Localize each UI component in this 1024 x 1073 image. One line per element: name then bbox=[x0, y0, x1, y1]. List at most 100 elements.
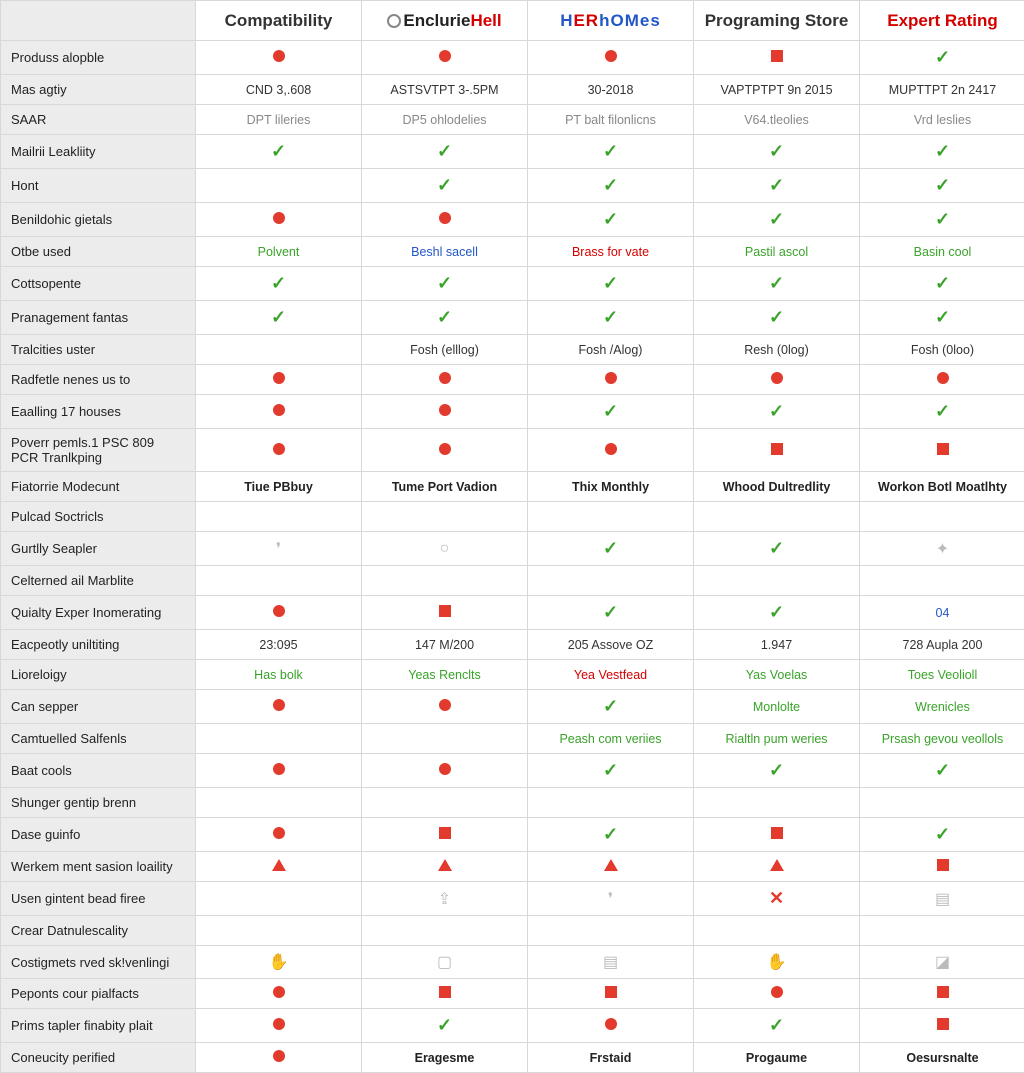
cell: Oesursnalte bbox=[860, 1043, 1024, 1073]
table-row: Prims tapler finabity plait✓✓ bbox=[1, 1009, 1024, 1043]
dot-red-icon bbox=[439, 404, 451, 416]
table-row: Usen gintent bead firee⇪❜✕▤ bbox=[1, 882, 1024, 916]
row-label: Mailrii Leakliity bbox=[1, 135, 196, 169]
table-row: Gurtlly Seapler❜○✓✓✦ bbox=[1, 532, 1024, 566]
cell bbox=[362, 365, 528, 395]
cell-text: Tiue PBbuy bbox=[244, 480, 313, 494]
check-icon: ✓ bbox=[769, 602, 784, 622]
cell-text: Prsash gevou veollols bbox=[882, 732, 1004, 746]
cell-text: Beshl sacell bbox=[411, 245, 478, 259]
cell: ✓ bbox=[694, 301, 860, 335]
cell bbox=[528, 429, 694, 472]
cell-text: V64.tleolies bbox=[744, 113, 809, 127]
cell-text: Monlolte bbox=[753, 700, 800, 714]
check-icon: ✓ bbox=[769, 538, 784, 558]
cell-text: DPT lileries bbox=[247, 113, 311, 127]
check-icon: ✓ bbox=[935, 824, 950, 844]
cell-text: Vrd leslies bbox=[914, 113, 971, 127]
triangle-red-icon bbox=[272, 859, 286, 871]
cell: ✓ bbox=[528, 267, 694, 301]
glyph-icon: ❜ bbox=[276, 541, 281, 558]
dot-red-icon bbox=[605, 372, 617, 384]
cell: ✓ bbox=[694, 203, 860, 237]
hand-icon: ✋ bbox=[269, 954, 289, 971]
cell bbox=[362, 690, 528, 724]
cell bbox=[694, 979, 860, 1009]
cell: ✓ bbox=[860, 203, 1024, 237]
cell bbox=[860, 566, 1024, 596]
cell bbox=[362, 596, 528, 630]
check-icon: ✓ bbox=[769, 209, 784, 229]
cell-text: Whood Dultredlity bbox=[723, 480, 831, 494]
cell-text: VAPTPTPT 9n 2015 bbox=[720, 83, 832, 97]
table-row: Eaalling 17 houses✓✓✓ bbox=[1, 395, 1024, 429]
row-label: Usen gintent bead firee bbox=[1, 882, 196, 916]
cell bbox=[528, 788, 694, 818]
cell bbox=[694, 41, 860, 75]
cell: ✓ bbox=[528, 169, 694, 203]
row-label: Peponts cour pialfacts bbox=[1, 979, 196, 1009]
table-row: Camtuelled SalfenlsPeash com veriiesRial… bbox=[1, 724, 1024, 754]
cell-text: Workon Botl Moatlhty bbox=[878, 480, 1007, 494]
cell-text: 147 M/200 bbox=[415, 638, 474, 652]
dot-red-icon bbox=[439, 763, 451, 775]
col-header-4: Programing Store bbox=[694, 1, 860, 41]
cell-text: Rialtln pum weries bbox=[725, 732, 827, 746]
cell bbox=[362, 429, 528, 472]
cell bbox=[528, 1009, 694, 1043]
cell bbox=[528, 979, 694, 1009]
cell: Resh (0log) bbox=[694, 335, 860, 365]
cell: ✓ bbox=[694, 1009, 860, 1043]
dot-red-icon bbox=[273, 50, 285, 62]
row-label: Pranagement fantas bbox=[1, 301, 196, 335]
cell: Prsash gevou veollols bbox=[860, 724, 1024, 754]
table-row: Peponts cour pialfacts bbox=[1, 979, 1024, 1009]
cell: Wrenicles bbox=[860, 690, 1024, 724]
glyph-icon: ○ bbox=[440, 540, 450, 557]
cell: Brass for vate bbox=[528, 237, 694, 267]
cell: MUPTTPT 2n 2417 bbox=[860, 75, 1024, 105]
cell: ✓ bbox=[362, 169, 528, 203]
cell: ▤ bbox=[528, 946, 694, 979]
cell: ✓ bbox=[694, 169, 860, 203]
row-label: Pulcad Soctricls bbox=[1, 502, 196, 532]
header-empty bbox=[1, 1, 196, 41]
dot-red-icon bbox=[273, 986, 285, 998]
cell: 1.947 bbox=[694, 630, 860, 660]
cell: ▤ bbox=[860, 882, 1024, 916]
cell bbox=[694, 818, 860, 852]
cell: 147 M/200 bbox=[362, 630, 528, 660]
square-red-icon bbox=[439, 605, 451, 617]
table-row: Eacpeotly uniltiting23:095147 M/200205 A… bbox=[1, 630, 1024, 660]
cell: Rialtln pum weries bbox=[694, 724, 860, 754]
col-header-2: EnclurieHell bbox=[362, 1, 528, 41]
cell: ✓ bbox=[196, 301, 362, 335]
row-label: Produss alopble bbox=[1, 41, 196, 75]
table-row: Shunger gentip brenn bbox=[1, 788, 1024, 818]
row-label: Dase guinfo bbox=[1, 818, 196, 852]
check-icon: ✓ bbox=[437, 273, 452, 293]
table-row: SAARDPT lileriesDP5 ohlodeliesPT balt fi… bbox=[1, 105, 1024, 135]
cell: ✓ bbox=[694, 532, 860, 566]
triangle-red-icon bbox=[604, 859, 618, 871]
cell-text: Yea Vestfead bbox=[574, 668, 647, 682]
cell: Monlolte bbox=[694, 690, 860, 724]
cell bbox=[196, 724, 362, 754]
glyph-icon: ▤ bbox=[935, 891, 950, 908]
square-red-icon bbox=[937, 859, 949, 871]
check-icon: ✓ bbox=[271, 141, 286, 161]
table-row: Produss alopble✓ bbox=[1, 41, 1024, 75]
cell bbox=[528, 566, 694, 596]
cell: CND 3,.608 bbox=[196, 75, 362, 105]
table-body: Produss alopble✓Mas agtiyCND 3,.608ASTSV… bbox=[1, 41, 1024, 1073]
dot-red-icon bbox=[273, 699, 285, 711]
cell bbox=[196, 429, 362, 472]
cell: ✋ bbox=[694, 946, 860, 979]
cell: Peash com veriies bbox=[528, 724, 694, 754]
check-icon: ✓ bbox=[603, 602, 618, 622]
dot-red-icon bbox=[439, 443, 451, 455]
cell bbox=[196, 754, 362, 788]
check-icon: ✓ bbox=[603, 209, 618, 229]
cell: ▢ bbox=[362, 946, 528, 979]
table-row: Mailrii Leakliity✓✓✓✓✓ bbox=[1, 135, 1024, 169]
